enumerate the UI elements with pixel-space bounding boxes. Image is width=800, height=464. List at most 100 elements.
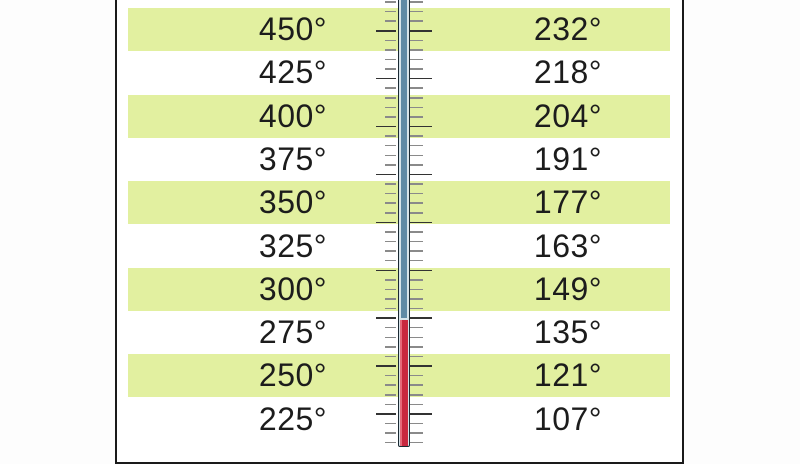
thermometer-tube [398, 0, 410, 447]
minor-tick [385, 20, 396, 22]
minor-tick [410, 336, 423, 339]
table-row: 425° 218° [128, 51, 670, 94]
fahrenheit-value: 350° [258, 184, 328, 221]
major-tick [410, 125, 432, 128]
major-tick [376, 30, 396, 32]
minor-tick [385, 326, 396, 329]
minor-tick [410, 259, 423, 262]
minor-tick [385, 259, 396, 262]
minor-tick [410, 144, 423, 147]
fahrenheit-value: 400° [258, 97, 328, 134]
minor-tick [410, 116, 423, 118]
fahrenheit-value: 275° [258, 314, 328, 351]
minor-tick [410, 250, 423, 252]
minor-tick [385, 240, 396, 243]
minor-tick [410, 326, 423, 329]
minor-tick [385, 212, 396, 214]
minor-tick [410, 403, 423, 406]
celsius-value: 218° [533, 54, 603, 91]
major-tick [410, 317, 432, 319]
major-tick [376, 317, 396, 319]
minor-tick [410, 183, 423, 185]
minor-tick [410, 346, 423, 348]
major-tick [410, 173, 432, 176]
minor-tick [385, 164, 396, 166]
minor-tick [410, 441, 423, 444]
minor-tick [385, 355, 396, 358]
minor-tick [385, 58, 396, 61]
minor-tick [410, 192, 423, 195]
minor-tick [410, 279, 423, 281]
major-tick [410, 413, 432, 415]
table-row: 375° 191° [128, 138, 670, 181]
minor-tick [410, 1, 423, 3]
major-tick [410, 30, 432, 32]
minor-tick [410, 87, 423, 89]
celsius-value: 107° [533, 400, 603, 437]
minor-tick [410, 164, 423, 166]
table-row: 275° 135° [128, 311, 670, 354]
minor-tick [385, 374, 396, 377]
minor-tick [410, 288, 423, 291]
minor-tick [410, 240, 423, 243]
minor-tick [385, 68, 396, 70]
minor-tick [410, 58, 423, 61]
minor-tick [385, 422, 396, 425]
minor-tick [385, 432, 396, 434]
minor-tick [385, 135, 396, 137]
minor-tick [385, 394, 396, 396]
thermometer-empty-fill [401, 0, 407, 318]
minor-tick [410, 97, 423, 99]
minor-tick [385, 49, 396, 51]
table-row: 225° 107° [128, 398, 670, 441]
minor-tick [410, 106, 423, 109]
minor-tick [385, 39, 396, 42]
celsius-value: 149° [533, 270, 603, 307]
minor-tick [385, 384, 396, 386]
minor-tick [410, 422, 423, 425]
thermometer-mercury [400, 320, 408, 446]
minor-tick [410, 394, 423, 396]
major-tick [410, 365, 432, 367]
major-tick [376, 269, 396, 271]
major-tick [376, 77, 396, 80]
celsius-value: 163° [533, 227, 603, 264]
celsius-value: 232° [533, 11, 603, 47]
minor-tick [385, 279, 396, 281]
major-tick [410, 77, 432, 80]
minor-tick [385, 154, 396, 157]
minor-tick [385, 336, 396, 339]
major-tick [410, 269, 432, 271]
minor-tick [410, 432, 423, 434]
major-tick [376, 173, 396, 176]
minor-tick [410, 384, 423, 386]
minor-tick [385, 106, 396, 109]
minor-tick [410, 298, 423, 300]
major-tick [376, 221, 396, 224]
fahrenheit-value: 250° [258, 357, 328, 394]
minor-tick [410, 355, 423, 358]
table-row: 325° 163° [128, 225, 670, 268]
minor-tick [410, 10, 423, 13]
minor-tick [385, 87, 396, 89]
minor-tick [385, 116, 396, 118]
fahrenheit-value: 425° [258, 54, 328, 91]
minor-tick [385, 183, 396, 185]
minor-tick [410, 20, 423, 22]
minor-tick [410, 154, 423, 157]
minor-tick [410, 49, 423, 51]
minor-tick [410, 307, 423, 310]
minor-tick [410, 202, 423, 204]
minor-tick [410, 68, 423, 70]
celsius-value: 191° [533, 140, 603, 177]
major-tick [410, 221, 432, 224]
minor-tick [410, 135, 423, 137]
minor-tick [385, 288, 396, 291]
minor-tick [410, 231, 423, 233]
fahrenheit-value: 375° [258, 140, 328, 177]
minor-tick [385, 192, 396, 195]
minor-tick [385, 250, 396, 252]
major-tick [376, 413, 396, 415]
major-tick [376, 365, 396, 367]
minor-tick [385, 1, 396, 3]
